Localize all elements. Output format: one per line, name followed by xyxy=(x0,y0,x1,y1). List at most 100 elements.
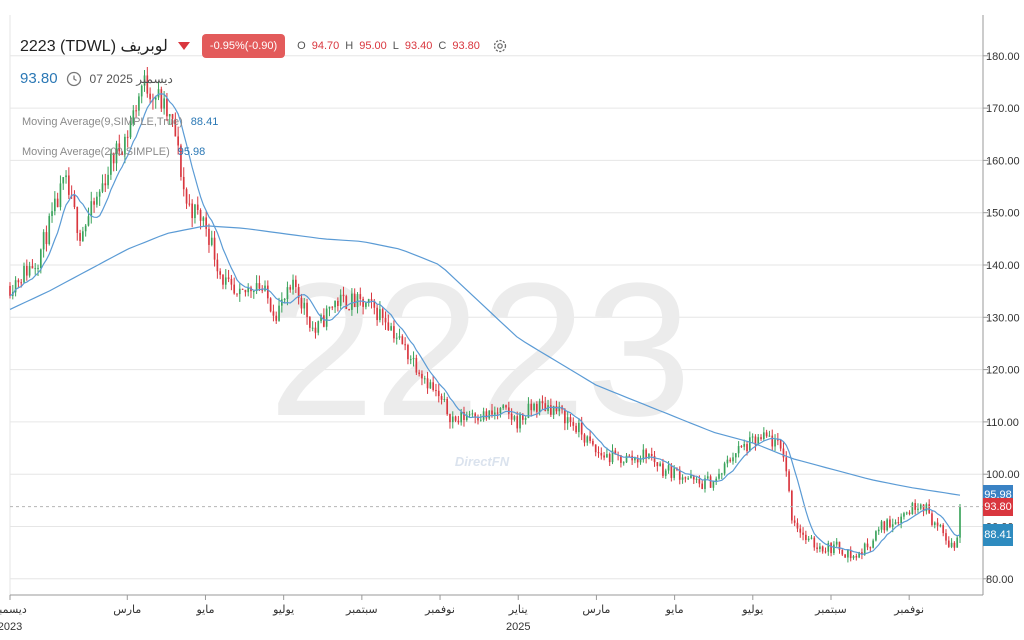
candle-body xyxy=(390,326,392,331)
indicator-ma9[interactable]: Moving Average(9,SIMPLE,True) 88.41 xyxy=(22,116,218,128)
candle-body xyxy=(701,483,704,489)
candle-body xyxy=(457,420,460,423)
candle-body xyxy=(824,551,827,553)
candle-body xyxy=(897,522,900,524)
watermark-text: 2223 xyxy=(269,244,692,456)
candle-body xyxy=(51,211,53,217)
candle-body xyxy=(255,283,258,292)
candle-body xyxy=(367,299,370,303)
ohlc-values: O 94.70 H 95.00 L 93.40 C 93.80 xyxy=(297,40,480,52)
candle-body xyxy=(841,549,844,555)
candle-body xyxy=(62,177,65,184)
candle-body xyxy=(527,403,530,419)
candle-body xyxy=(746,444,748,452)
candle-body xyxy=(723,463,726,474)
candle-body xyxy=(393,326,395,339)
candle-body xyxy=(398,336,401,338)
candle-body xyxy=(82,231,84,241)
candle-body xyxy=(395,337,398,339)
indicator-ma200[interactable]: Moving Average(200,SIMPLE) 95.98 xyxy=(22,146,205,158)
candle-body xyxy=(877,529,880,532)
candle-body xyxy=(468,414,471,416)
candle-body xyxy=(98,191,101,197)
close-label: C xyxy=(438,40,447,52)
candle-body xyxy=(471,413,474,415)
candle-body xyxy=(275,315,278,321)
candle-body xyxy=(359,294,362,299)
candle-body xyxy=(244,289,247,293)
candle-body xyxy=(698,478,701,484)
candle-body xyxy=(614,450,617,455)
candle-body xyxy=(28,266,31,276)
candle-body xyxy=(407,345,409,360)
ma200-line xyxy=(9,225,961,496)
candle-body xyxy=(754,436,757,446)
candle-body xyxy=(157,89,160,98)
candle-body xyxy=(936,522,939,526)
candle-body xyxy=(580,422,583,435)
candle-body xyxy=(891,524,894,527)
candle-body xyxy=(510,413,513,420)
gear-icon[interactable] xyxy=(492,38,508,54)
candle-body xyxy=(645,449,647,459)
directfn-logo: DirectFN xyxy=(455,454,510,469)
candle-body xyxy=(325,308,328,327)
candle-body xyxy=(847,549,849,558)
candle-body xyxy=(17,280,20,283)
candle-body xyxy=(558,406,561,412)
candle-body xyxy=(356,294,359,308)
candle-body xyxy=(365,302,367,307)
candle-body xyxy=(216,259,219,272)
candle-body xyxy=(681,477,684,480)
candle-body xyxy=(435,390,437,392)
candle-body xyxy=(280,299,283,306)
candle-body xyxy=(224,277,227,285)
candle-body xyxy=(603,455,605,458)
candle-body xyxy=(762,432,765,440)
candle-body xyxy=(656,462,659,467)
candle-body xyxy=(810,537,813,539)
candle-body xyxy=(205,217,208,229)
candle-body xyxy=(720,473,723,475)
x-tick-label: مايو xyxy=(195,603,214,616)
candle-body xyxy=(23,265,25,283)
candle-body xyxy=(861,552,863,555)
candle-body xyxy=(196,204,199,210)
candle-body xyxy=(53,198,56,212)
candle-body xyxy=(423,378,426,380)
candle-body xyxy=(182,176,185,190)
candle-body xyxy=(692,475,695,480)
x-tick-label: نوفمبر xyxy=(893,603,924,616)
candle-body xyxy=(59,183,62,208)
candle-body xyxy=(272,311,275,316)
x-year-label: 2023 xyxy=(0,621,22,633)
y-tick-label: 120.00 xyxy=(986,365,1020,377)
y-tick-label: 130.00 xyxy=(986,312,1020,324)
candle-body xyxy=(269,298,272,312)
candle-body xyxy=(636,457,639,463)
clock-icon[interactable] xyxy=(66,71,82,87)
candle-body xyxy=(760,437,762,440)
candle-body xyxy=(799,528,802,533)
candle-body xyxy=(9,285,11,296)
candle-body xyxy=(905,512,908,514)
candle-body xyxy=(507,407,510,414)
candle-body xyxy=(622,462,625,464)
x-tick-label: سبتمبر xyxy=(814,603,847,616)
candle-body xyxy=(143,75,146,86)
candle-body xyxy=(813,537,816,548)
x-tick-label: نوفمبر xyxy=(424,603,455,616)
candle-body xyxy=(586,436,589,443)
change-badge: -0.95%(-0.90) xyxy=(201,34,286,58)
candle-body xyxy=(345,296,348,309)
candle-body xyxy=(942,525,945,534)
candle-body xyxy=(373,300,376,308)
candle-body xyxy=(830,543,832,554)
candle-body xyxy=(317,321,320,333)
candlestick-series xyxy=(9,66,961,563)
candle-body xyxy=(594,444,597,453)
candle-body xyxy=(592,440,594,445)
candle-body xyxy=(174,118,177,137)
candle-body xyxy=(628,455,631,457)
candle-body xyxy=(328,306,331,309)
